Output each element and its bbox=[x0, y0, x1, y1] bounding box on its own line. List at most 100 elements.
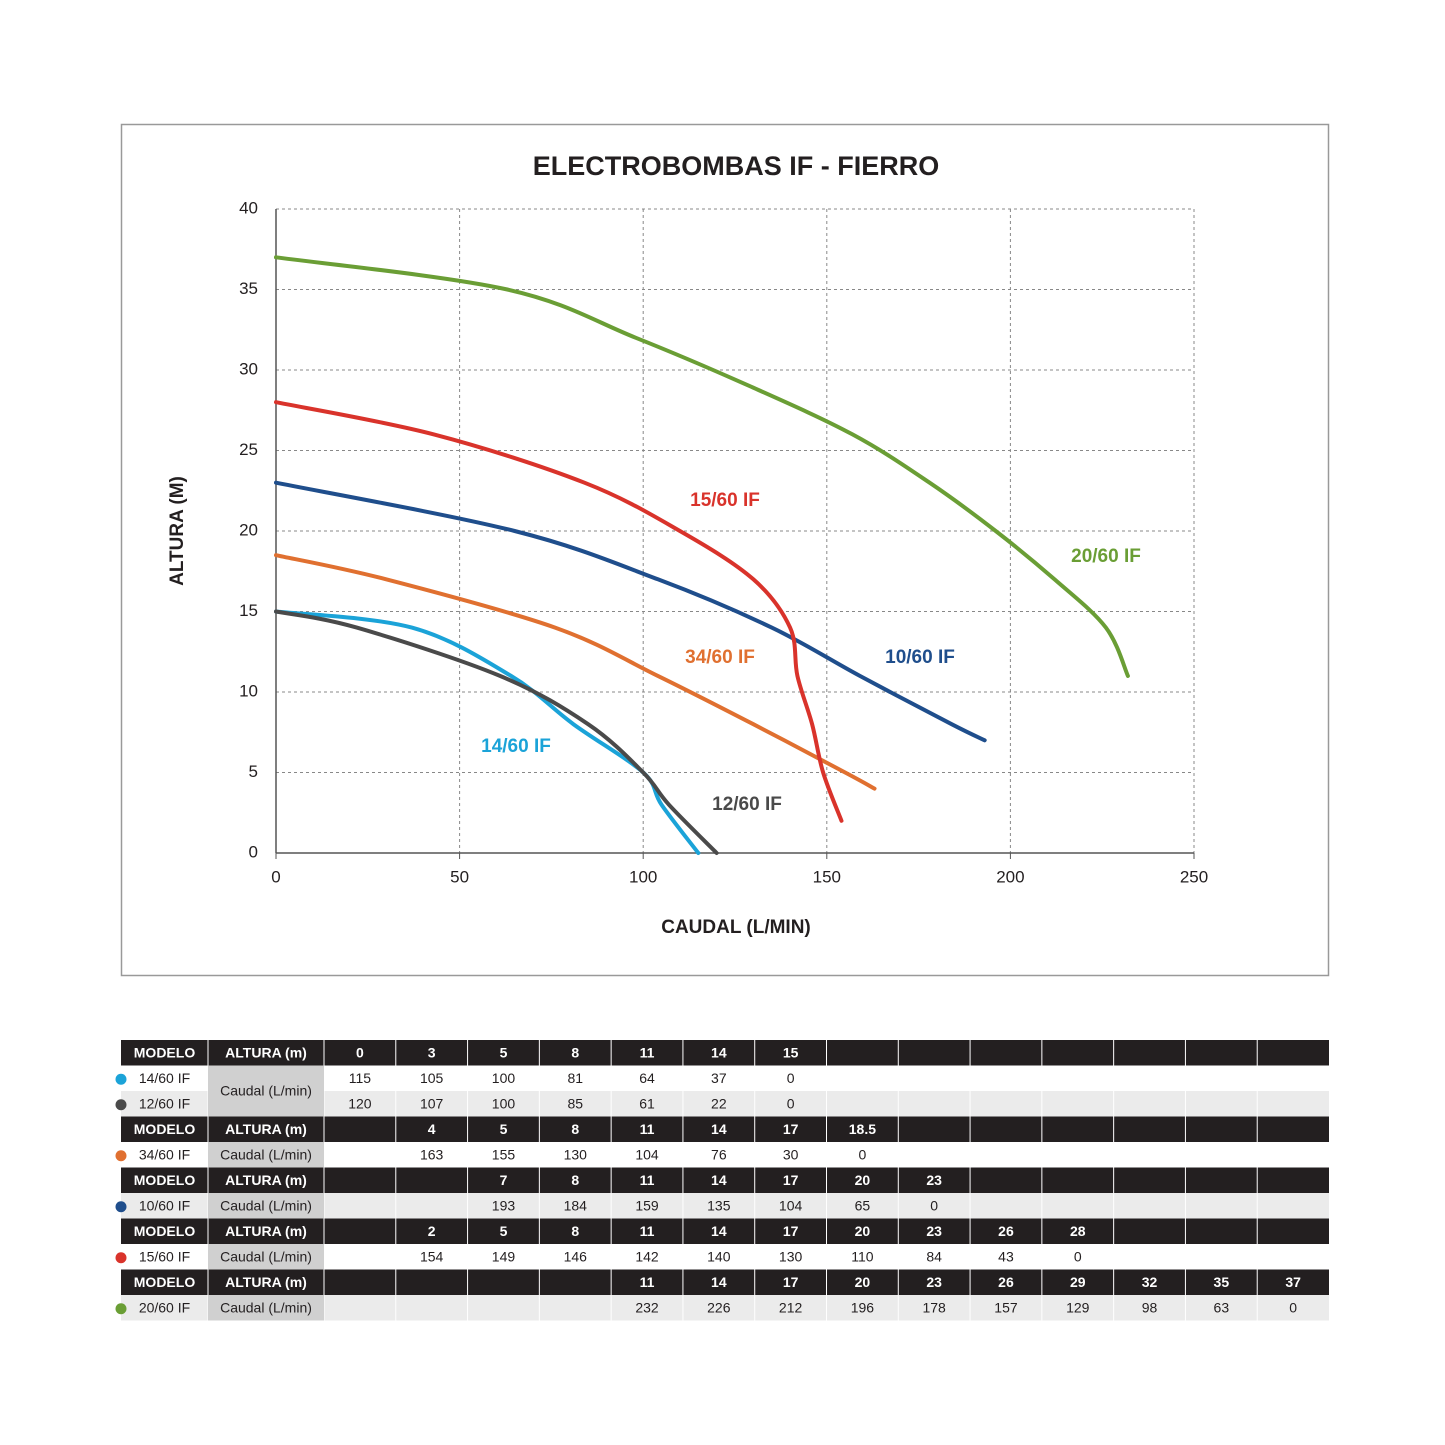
header-cell: 14 bbox=[711, 1274, 727, 1290]
value-cell: 105 bbox=[420, 1070, 444, 1086]
value-cell: 43 bbox=[998, 1248, 1014, 1264]
series-line bbox=[274, 609, 719, 855]
value-cell: 232 bbox=[635, 1299, 659, 1315]
table-header-row bbox=[121, 1167, 1329, 1193]
header-cell: 4 bbox=[428, 1121, 436, 1137]
y-tick-label: 35 bbox=[239, 279, 258, 298]
value-cell: 154 bbox=[420, 1248, 444, 1264]
model-cell: 14/60 IF bbox=[139, 1070, 190, 1086]
value-cell: 100 bbox=[492, 1070, 516, 1086]
header-cell: MODELO bbox=[134, 1121, 196, 1137]
value-cell: 98 bbox=[1142, 1299, 1158, 1315]
y-tick-label: 40 bbox=[239, 198, 258, 217]
series-label: 10/60 IF bbox=[885, 647, 955, 668]
header-cell: 5 bbox=[500, 1223, 508, 1239]
value-cell: 22 bbox=[711, 1095, 727, 1111]
value-cell: 135 bbox=[707, 1197, 731, 1213]
value-cell: 107 bbox=[420, 1095, 444, 1111]
y-tick-label: 20 bbox=[239, 520, 258, 539]
value-cell: 0 bbox=[1074, 1248, 1082, 1264]
caudal-label: Caudal (L/min) bbox=[220, 1248, 312, 1264]
header-cell: MODELO bbox=[134, 1274, 196, 1290]
caudal-cell bbox=[208, 1295, 324, 1321]
chart-frame bbox=[120, 123, 1330, 977]
header-cell: 35 bbox=[1214, 1274, 1230, 1290]
header-cell: 11 bbox=[640, 1223, 655, 1239]
y-tick-label: 15 bbox=[239, 601, 258, 620]
value-cell: 37 bbox=[711, 1070, 727, 1086]
value-cell: 100 bbox=[492, 1095, 516, 1111]
header-cell: 5 bbox=[500, 1121, 508, 1137]
y-tick-label: 5 bbox=[249, 762, 258, 781]
header-cell: ALTURA (m) bbox=[225, 1274, 307, 1290]
header-cell: 7 bbox=[500, 1172, 508, 1188]
header-cell: 26 bbox=[998, 1274, 1014, 1290]
value-cell: 212 bbox=[779, 1299, 803, 1315]
header-cell: 28 bbox=[1070, 1223, 1086, 1239]
header-cell: 5 bbox=[500, 1044, 508, 1060]
header-cell: 0 bbox=[356, 1044, 364, 1060]
value-cell: 120 bbox=[348, 1095, 372, 1111]
series-label: 14/60 IF bbox=[481, 736, 551, 757]
header-cell: 3 bbox=[428, 1044, 436, 1060]
series-label: 20/60 IF bbox=[1071, 546, 1141, 567]
model-cell: 10/60 IF bbox=[139, 1197, 190, 1213]
header-cell: ALTURA (m) bbox=[225, 1172, 307, 1188]
caudal-cell bbox=[208, 1244, 324, 1270]
value-cell: 130 bbox=[779, 1248, 803, 1264]
table-header-row bbox=[121, 1218, 1329, 1244]
series-line bbox=[274, 400, 844, 823]
model-cell: 12/60 IF bbox=[139, 1095, 190, 1111]
header-cell: ALTURA (m) bbox=[225, 1121, 307, 1137]
caudal-cell bbox=[208, 1065, 324, 1117]
header-cell: 11 bbox=[640, 1044, 655, 1060]
header-cell: 23 bbox=[926, 1172, 942, 1188]
caudal-label: Caudal (L/min) bbox=[220, 1299, 312, 1315]
header-cell: 18.5 bbox=[849, 1121, 876, 1137]
header-cell: 11 bbox=[640, 1172, 655, 1188]
value-cell: 0 bbox=[787, 1070, 795, 1086]
value-cell: 64 bbox=[639, 1070, 655, 1086]
series-line bbox=[274, 609, 701, 855]
header-cell: 17 bbox=[783, 1274, 799, 1290]
value-cell: 63 bbox=[1214, 1299, 1230, 1315]
header-cell: 17 bbox=[783, 1172, 799, 1188]
header-cell: 17 bbox=[783, 1121, 799, 1137]
x-tick-label: 0 bbox=[271, 867, 280, 886]
y-tick-label: 25 bbox=[239, 440, 258, 459]
header-cell: 26 bbox=[998, 1223, 1014, 1239]
value-cell: 0 bbox=[858, 1146, 866, 1162]
value-cell: 104 bbox=[635, 1146, 659, 1162]
value-cell: 30 bbox=[783, 1146, 799, 1162]
value-cell: 155 bbox=[492, 1146, 516, 1162]
header-cell: MODELO bbox=[134, 1172, 196, 1188]
x-tick-label: 250 bbox=[1180, 867, 1208, 886]
value-cell: 159 bbox=[635, 1197, 659, 1213]
caudal-cell bbox=[208, 1193, 324, 1219]
header-cell: MODELO bbox=[134, 1223, 196, 1239]
caudal-cell bbox=[208, 1142, 324, 1168]
x-tick-label: 200 bbox=[996, 867, 1024, 886]
model-dot bbox=[115, 1303, 127, 1315]
value-cell: 0 bbox=[787, 1095, 795, 1111]
y-tick-label: 10 bbox=[239, 681, 258, 700]
header-cell: 17 bbox=[783, 1223, 799, 1239]
value-cell: 129 bbox=[1066, 1299, 1090, 1315]
header-cell: 23 bbox=[926, 1223, 942, 1239]
series-label: 12/60 IF bbox=[712, 794, 782, 815]
model-dot bbox=[115, 1252, 127, 1264]
chart-title: ELECTROBOMBAS IF - FIERRO bbox=[533, 151, 940, 181]
model-dot bbox=[115, 1150, 127, 1162]
value-cell: 193 bbox=[492, 1197, 516, 1213]
header-cell: 2 bbox=[428, 1223, 436, 1239]
header-cell: 8 bbox=[571, 1121, 579, 1137]
series-label: 34/60 IF bbox=[685, 647, 755, 668]
header-cell: 29 bbox=[1070, 1274, 1086, 1290]
value-cell: 130 bbox=[564, 1146, 588, 1162]
header-cell: MODELO bbox=[134, 1044, 196, 1060]
value-cell: 178 bbox=[922, 1299, 946, 1315]
header-cell: 11 bbox=[640, 1121, 655, 1137]
value-cell: 140 bbox=[707, 1248, 731, 1264]
y-tick-label: 30 bbox=[239, 359, 258, 378]
